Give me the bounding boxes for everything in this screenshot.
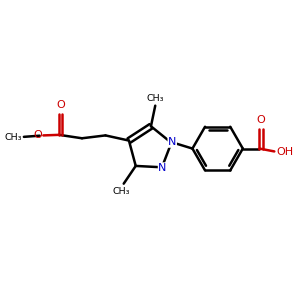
Text: CH₃: CH₃ xyxy=(4,133,22,142)
Text: CH₃: CH₃ xyxy=(113,187,130,196)
Text: O: O xyxy=(33,130,42,140)
Text: O: O xyxy=(56,100,65,110)
Text: N: N xyxy=(158,163,167,173)
Text: O: O xyxy=(257,115,266,125)
Text: CH₃: CH₃ xyxy=(146,94,164,103)
Text: OH: OH xyxy=(277,147,294,157)
Text: N: N xyxy=(168,137,176,147)
